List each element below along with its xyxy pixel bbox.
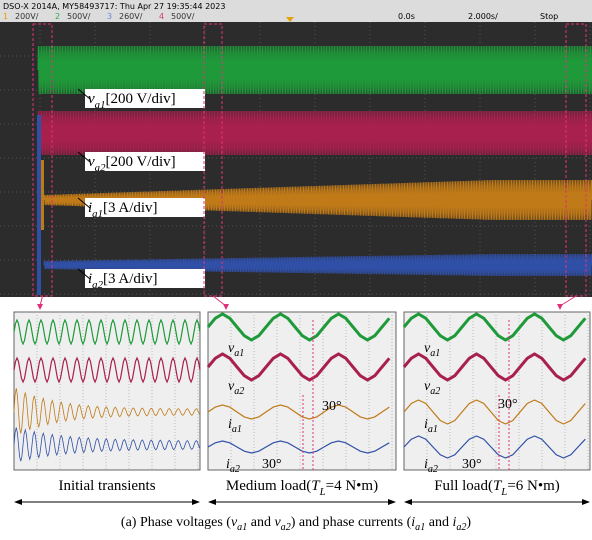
subscript: a1: [95, 99, 106, 111]
wave-va1: [38, 46, 592, 94]
time-scale: 2.000s/: [468, 12, 498, 21]
text-run: [3 A/div]: [103, 200, 158, 216]
subscript: a2: [234, 386, 244, 397]
channel-number: 4: [159, 12, 164, 21]
panel-label: 30°: [322, 399, 342, 414]
text-run: [200 V/div]: [105, 154, 175, 170]
subscript: a1: [92, 208, 103, 220]
channel-scale: 200V/: [15, 12, 39, 21]
channel-scale: 500V/: [171, 12, 195, 21]
text-run: Initial transients: [58, 478, 155, 494]
subscript: a1: [234, 348, 244, 359]
text-run: =6 N•m): [507, 478, 559, 494]
subscript: a1: [232, 424, 242, 435]
panel-title: Initial transients: [58, 478, 155, 494]
text-run: [200 V/div]: [105, 91, 175, 107]
channel-number: 3: [107, 12, 112, 21]
text-run: and: [425, 515, 452, 530]
subscript: a2: [456, 522, 466, 533]
subscript: a2: [95, 162, 106, 174]
channel-number: 1: [3, 12, 8, 21]
subscript: a1: [430, 348, 440, 359]
subscript: a2: [281, 522, 291, 533]
text-run: 30°: [322, 399, 342, 414]
panel-label: 30°: [462, 457, 482, 472]
text-run: =4 N•m): [326, 478, 378, 494]
text-run: (a) Phase voltages (: [121, 515, 231, 530]
panel-title: Full load(TL=6 N•m): [434, 478, 560, 498]
instrument: DSO-X 2014A, MY58493717: Thu Apr 27 19:3…: [3, 2, 225, 11]
text-run: 30°: [462, 457, 482, 472]
panel-label: 30°: [498, 397, 518, 412]
caption: (a) Phase voltages (va1 and va2) and pha…: [121, 515, 472, 533]
channel-number: 2: [55, 12, 60, 21]
channel-scale: 500V/: [67, 12, 91, 21]
text-run: ): [466, 515, 471, 530]
subscript: a1: [415, 522, 425, 533]
transient-spike: [41, 160, 44, 230]
panel-title: Medium load(TL=4 N•m): [226, 478, 378, 498]
channel-scale: 260V/: [119, 12, 143, 21]
subscript: a1: [428, 424, 438, 435]
text-run: Full load(: [434, 478, 493, 494]
text-run: [3 A/div]: [103, 271, 158, 287]
time-offset: 0.0s: [398, 12, 415, 21]
text-run: 30°: [498, 397, 518, 412]
panel-label: 30°: [262, 457, 282, 472]
zoom-arrowhead: [223, 304, 229, 310]
subscript: a2: [428, 464, 438, 475]
zoom-arrowhead: [37, 304, 43, 310]
text-run: 30°: [262, 457, 282, 472]
subscript: L: [500, 486, 507, 498]
subscript: a1: [237, 522, 247, 533]
text-run: Medium load(: [226, 478, 311, 494]
subscript: a2: [430, 386, 440, 397]
zoom-arrowhead: [557, 304, 563, 310]
text-run: and: [247, 515, 274, 530]
figure: DSO-X 2014A, MY58493717: Thu Apr 27 19:3…: [0, 0, 592, 540]
transient-spike: [37, 115, 41, 295]
subscript: a2: [230, 464, 240, 475]
status: Stop: [540, 12, 558, 21]
wave-va2: [38, 111, 592, 155]
text-run: ) and phase currents (: [291, 515, 412, 530]
subscript: a2: [92, 279, 103, 291]
subscript: L: [319, 486, 326, 498]
